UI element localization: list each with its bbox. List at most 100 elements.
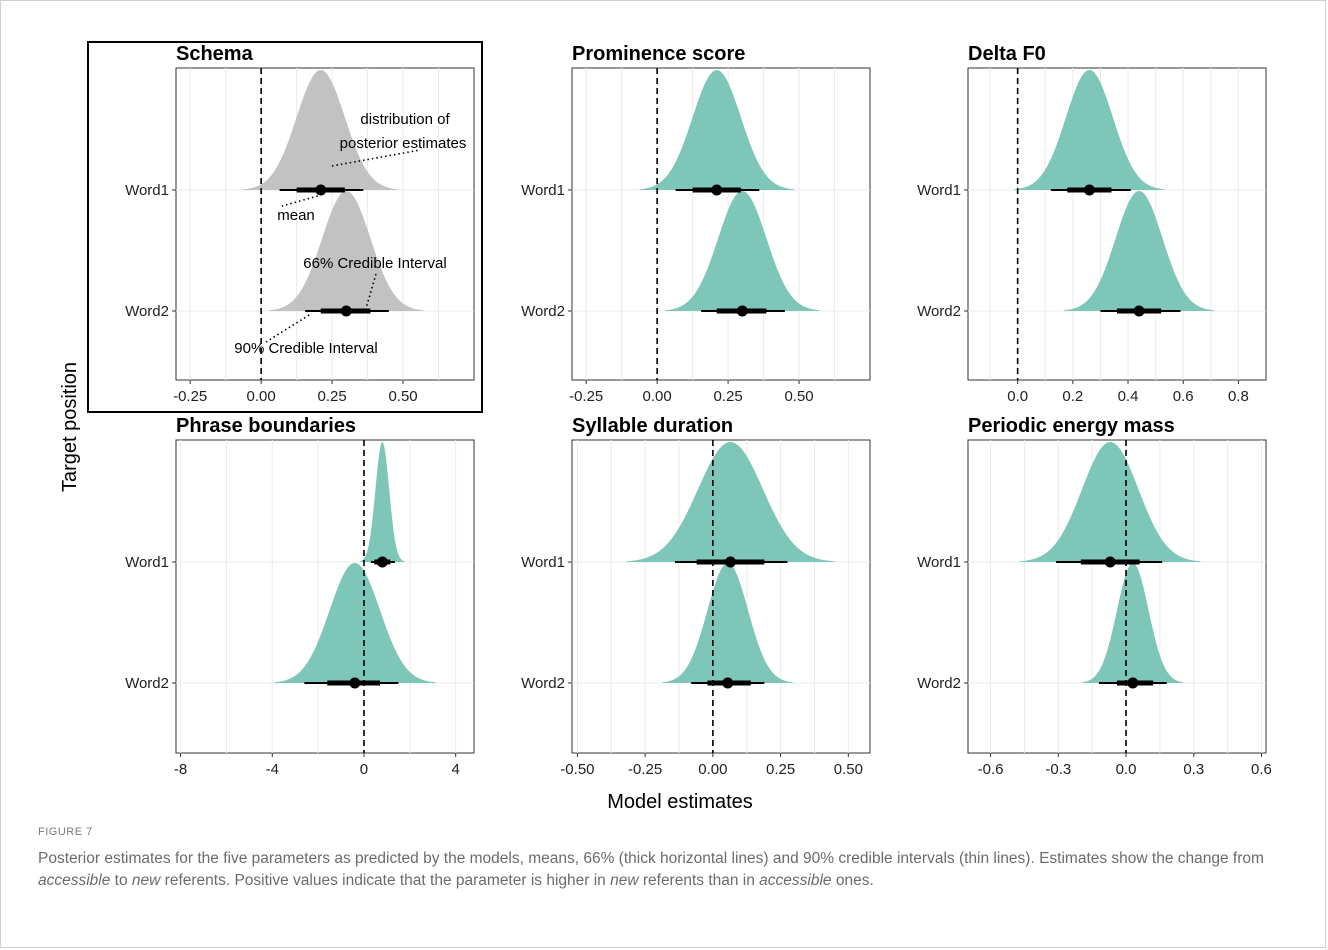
density-word2 xyxy=(665,191,820,311)
x-tick-label: 0.25 xyxy=(317,388,346,405)
mean-point xyxy=(1104,556,1116,568)
annotation-pointer xyxy=(365,273,377,308)
density-word2 xyxy=(269,191,424,311)
figure-caption-block: FIGURE 7 Posterior estimates for the fiv… xyxy=(38,826,1298,892)
annotation-mean: mean xyxy=(277,207,315,224)
chart-panel: Word1 Word2 -0.6 -0.3 0.0 0.3 0.6 Periodic ener… xyxy=(917,415,1272,778)
x-tick-label: 0.3 xyxy=(1183,761,1204,778)
y-tick-label: Word1 xyxy=(917,554,961,571)
panel-title: Prominence score xyxy=(572,43,745,65)
annotation-ci66: 66% Credible Interval xyxy=(303,255,446,272)
density-word1 xyxy=(360,442,405,562)
caption-emphasis: accessible xyxy=(38,872,111,889)
x-tick-label: 0.0 xyxy=(1116,761,1137,778)
caption-text-run: to xyxy=(110,872,132,889)
schema-annotations: distribution of posterior estimates mean 66… xyxy=(87,41,483,413)
mean-point xyxy=(1083,184,1095,196)
mean-point xyxy=(376,556,388,568)
y-tick-label: Word1 xyxy=(917,182,961,199)
x-tick-label: 0.50 xyxy=(834,761,863,778)
y-tick-label: Word1 xyxy=(521,182,565,199)
panel-title: Periodic energy mass xyxy=(968,415,1175,437)
y-tick-label: Word2 xyxy=(917,675,961,692)
x-tick-label: 0.2 xyxy=(1062,388,1083,405)
chart-panel: Word1 Word2 -0.25 0.00 0.25 0.50 Prominence sc… xyxy=(521,43,871,405)
caption-text-run: referents than in xyxy=(638,872,760,889)
x-tick-label: -0.25 xyxy=(628,761,662,778)
panel-title: Schema xyxy=(176,43,254,65)
density-word2 xyxy=(1064,191,1215,311)
x-tick-label: 0.25 xyxy=(766,761,795,778)
x-tick-label: -0.3 xyxy=(1045,761,1071,778)
annotation-pointer xyxy=(281,195,318,207)
x-axis-label: Model estimates xyxy=(607,791,753,813)
x-tick-label: 0.00 xyxy=(698,761,727,778)
y-tick-label: Word1 xyxy=(125,554,169,571)
x-tick-label: 0.0 xyxy=(1007,388,1028,405)
mean-point xyxy=(1127,677,1139,689)
y-tick-label: Word2 xyxy=(917,303,961,320)
figure-label: FIGURE 7 xyxy=(38,826,93,838)
mean-point xyxy=(1133,305,1145,317)
density-word1 xyxy=(243,70,398,190)
y-tick-label: Word2 xyxy=(521,303,565,320)
x-tick-label: -0.25 xyxy=(569,388,603,405)
x-tick-label: 0 xyxy=(360,761,368,778)
x-tick-label: -0.50 xyxy=(560,761,594,778)
x-tick-label: -0.25 xyxy=(173,388,207,405)
x-tick-label: 0.50 xyxy=(784,388,813,405)
y-tick-label: Word1 xyxy=(521,554,565,571)
figure-caption: Posterior estimates for the five paramet… xyxy=(38,848,1298,892)
caption-emphasis: new xyxy=(610,872,639,889)
mean-point xyxy=(711,184,723,196)
mean-point xyxy=(736,305,748,317)
schema-box xyxy=(87,41,483,413)
caption-text-run: referents. Positive values indicate that… xyxy=(160,872,611,889)
panel-title: Delta F0 xyxy=(968,43,1046,65)
y-tick-label: Word1 xyxy=(125,182,169,199)
panel-title: Syllable duration xyxy=(572,415,733,437)
y-tick-label: Word2 xyxy=(521,675,565,692)
density-word1 xyxy=(1014,70,1165,190)
x-tick-label: 4 xyxy=(451,761,459,778)
mean-point xyxy=(724,556,736,568)
x-tick-label: -8 xyxy=(174,761,187,778)
x-tick-label: 0.4 xyxy=(1118,388,1139,405)
density-word2 xyxy=(274,563,436,683)
caption-emphasis: accessible xyxy=(759,872,832,889)
panel-border xyxy=(967,67,1267,381)
y-axis-label: Target position xyxy=(59,362,81,492)
x-tick-label: 0.6 xyxy=(1251,761,1272,778)
density-word2 xyxy=(662,563,793,683)
y-tick-label: Word2 xyxy=(125,675,169,692)
mean-point xyxy=(315,184,327,196)
x-tick-label: 0.50 xyxy=(388,388,417,405)
mean-point xyxy=(340,305,352,317)
panel-border xyxy=(175,439,475,754)
density-word1 xyxy=(639,70,794,190)
y-tick-label: Word2 xyxy=(125,303,169,320)
annotation-distribution-line2: posterior estimates xyxy=(340,135,467,152)
mean-point xyxy=(349,677,361,689)
figure-chart: Target position Model estimates Word1Wor… xyxy=(59,41,1272,813)
panel-title: Phrase boundaries xyxy=(176,415,356,437)
chart-panel: Word1 Word2 -0.50 -0.25 0.00 0.25 0.50 Syllable… xyxy=(521,415,871,778)
annotation-pointer xyxy=(331,149,421,167)
annotation-ci90: 90% Credible Interval xyxy=(234,340,377,357)
x-tick-label: 0.00 xyxy=(643,388,672,405)
density-word2 xyxy=(1082,563,1184,683)
density-word1 xyxy=(1019,442,1201,562)
chart-panel: Word1 Word2 -8 -4 0 4 Phrase boundaries xyxy=(125,415,475,778)
caption-text-run: Posterior estimates for the five paramet… xyxy=(38,850,1264,867)
x-tick-label: 0.8 xyxy=(1228,388,1249,405)
x-tick-label: -4 xyxy=(266,761,279,778)
x-tick-label: -0.6 xyxy=(978,761,1004,778)
x-tick-label: 0.6 xyxy=(1173,388,1194,405)
caption-emphasis: new xyxy=(131,872,161,889)
chart-panel: Word1 Word2 -0.25 0.00 0.25 0.50 Schema xyxy=(125,43,475,405)
annotation-distribution-line1: distribution of xyxy=(360,111,450,128)
caption-text-run: ones. xyxy=(831,872,874,889)
x-tick-label: 0.00 xyxy=(247,388,276,405)
x-tick-label: 0.25 xyxy=(713,388,742,405)
